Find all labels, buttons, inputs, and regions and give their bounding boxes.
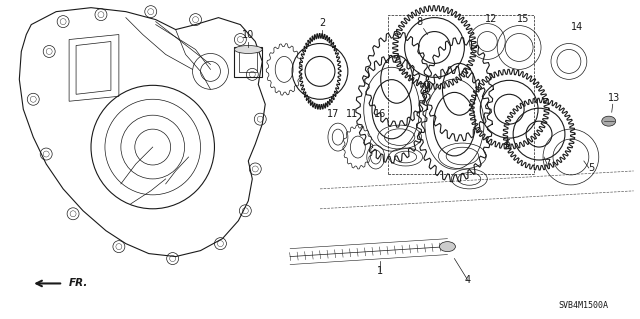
Text: 6: 6 (504, 139, 510, 149)
Ellipse shape (440, 241, 456, 252)
Ellipse shape (602, 116, 616, 126)
Text: 7: 7 (544, 159, 550, 169)
Bar (388, 15, 534, 174)
Bar (234, 48, 262, 78)
Text: 13: 13 (607, 93, 620, 103)
Text: 17: 17 (327, 109, 339, 119)
Bar (239, 52, 257, 72)
Text: FR.: FR. (69, 278, 88, 288)
Text: 14: 14 (571, 22, 583, 32)
Text: 8: 8 (417, 17, 422, 26)
Text: 10: 10 (242, 30, 255, 40)
Text: 1: 1 (377, 266, 383, 277)
Text: 15: 15 (517, 14, 529, 24)
Text: 5: 5 (588, 163, 594, 173)
Text: SVB4M1500A: SVB4M1500A (559, 301, 609, 310)
Text: 16: 16 (374, 109, 386, 119)
Text: 4: 4 (464, 276, 470, 286)
Text: 11: 11 (346, 109, 358, 119)
Ellipse shape (234, 46, 262, 54)
Text: 12: 12 (485, 14, 497, 24)
Text: 2: 2 (319, 18, 325, 27)
